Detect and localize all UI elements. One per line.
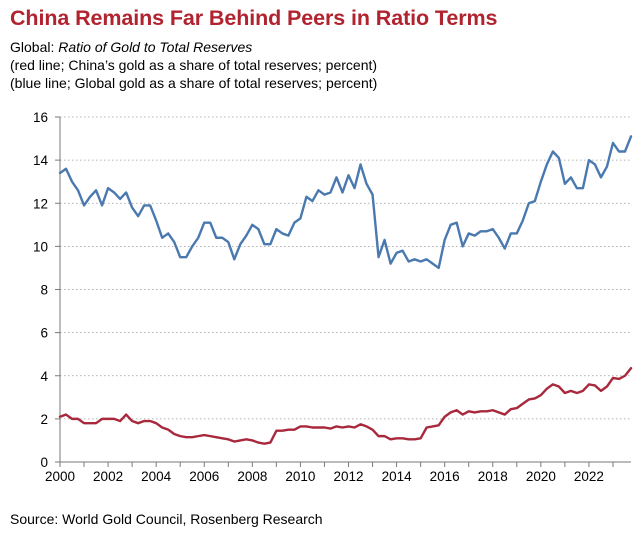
y-tick-label: 16: [33, 110, 48, 125]
gridlines: [60, 116, 631, 420]
blue-line-description: (blue line; Global gold as a share of to…: [10, 75, 378, 91]
x-tick-label: 2010: [285, 469, 315, 484]
y-tick-label: 0: [40, 455, 48, 470]
x-tick-label: 2004: [141, 469, 172, 484]
x-tick-label: 2020: [526, 469, 556, 484]
x-tick-label: 2022: [574, 469, 604, 484]
chart-subtitle: Global: Ratio of Gold to Total Reserves: [10, 39, 252, 55]
subtitle-prefix: Global:: [10, 39, 59, 55]
x-tick-label: 2012: [333, 469, 363, 484]
y-tick-label: 8: [40, 283, 48, 298]
china-gold-share-line: [58, 367, 633, 445]
x-tick-label: 2016: [430, 469, 460, 484]
y-tick-label: 4: [40, 369, 48, 384]
global-gold-share-line: [58, 135, 633, 270]
red-line-description: (red line; China’s gold as a share of to…: [10, 57, 378, 73]
series-lines: [58, 135, 633, 445]
x-tick-label: 2008: [237, 469, 267, 484]
y-tick-label: 2: [40, 412, 48, 427]
x-tick-label: 2018: [478, 469, 508, 484]
x-tick-label: 2002: [93, 469, 123, 484]
y-tick-label: 12: [33, 196, 48, 211]
source-note: Source: World Gold Council, Rosenberg Re…: [10, 511, 323, 527]
y-tick-label: 6: [40, 326, 48, 341]
y-tick-label: 14: [33, 153, 49, 168]
subtitle-italic: Ratio of Gold to Total Reserves: [58, 39, 253, 55]
x-tick-label: 2006: [189, 469, 219, 484]
x-tick-label: 2000: [45, 469, 75, 484]
y-axis-ticks: 0 2 4 6 8 10 12 14 16: [33, 110, 60, 470]
y-tick-label: 10: [33, 239, 48, 254]
x-axis-ticks: 2000 2002 2004 2006 2008 2010 2012 2014 2016 2018…: [45, 462, 614, 484]
x-tick-label: 2014: [382, 469, 413, 484]
chart-title: China Remains Far Behind Peers in Ratio …: [10, 6, 498, 30]
